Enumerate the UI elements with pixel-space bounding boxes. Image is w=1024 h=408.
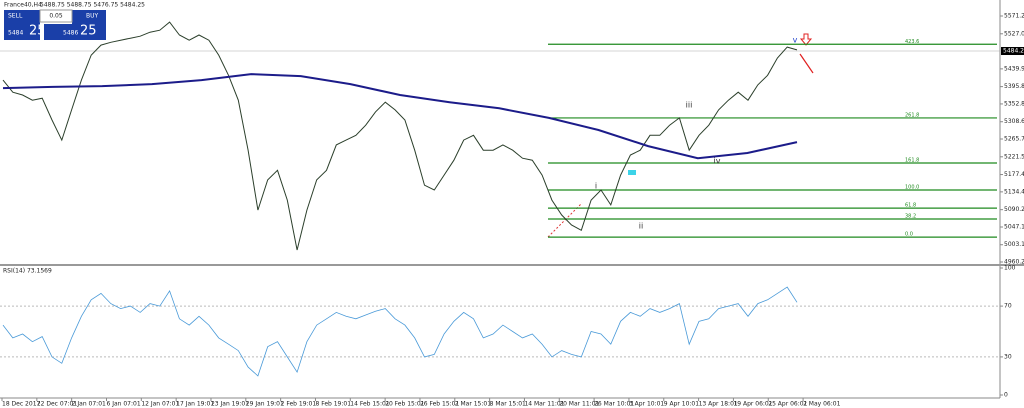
x-tick-label: 9 Apr 10:01 xyxy=(664,401,699,408)
sell-label: SELL xyxy=(8,13,23,20)
y-tick-label: 5177.40 xyxy=(1004,171,1024,178)
fib-level-label: 61.8 xyxy=(905,203,916,209)
fib-level-label: 100.0 xyxy=(905,185,919,191)
x-tick-label: 2 Feb 19:01 xyxy=(281,401,317,408)
down-arrow xyxy=(799,33,813,46)
x-tick-label: 20 Mar 11:01 xyxy=(559,401,599,408)
y-tick-label: 5221.50 xyxy=(1004,153,1024,160)
rsi-y-tick-label: 0 xyxy=(1004,392,1008,399)
fib-level-label: 0.0 xyxy=(905,232,913,238)
rsi-y-tick-label: 70 xyxy=(1004,303,1012,310)
rsi-y-tick-label: 30 xyxy=(1004,353,1012,360)
wave-label: ii xyxy=(639,222,643,231)
sell-button[interactable] xyxy=(4,10,40,40)
y-tick-label: 5308.60 xyxy=(1004,118,1024,125)
y-tick-label: 5395.80 xyxy=(1004,83,1024,90)
lot-box[interactable] xyxy=(39,9,73,23)
fib-level-label: 261.8 xyxy=(905,112,919,118)
x-tick-label: 14 Feb 15:01 xyxy=(350,401,390,408)
rsi-y-tick-label: 100 xyxy=(1004,265,1016,272)
x-tick-label: 13 Apr 18:01 xyxy=(699,401,738,408)
y-tick-label: 5003.10 xyxy=(1004,241,1024,248)
chart-title: France40,H4 xyxy=(4,2,42,9)
rsi-line xyxy=(2,286,798,377)
y-tick-label: 4960.20 xyxy=(1004,259,1024,266)
sell-price-big: 25 xyxy=(29,24,46,39)
buy-price-big: 25 xyxy=(80,24,97,39)
last-price-label: 5484.25 xyxy=(1003,48,1024,55)
y-tick-label: 5134.40 xyxy=(1004,188,1024,195)
red-trend-arrow xyxy=(799,53,814,74)
x-tick-label: 22 Dec 07:01 xyxy=(37,401,78,408)
y-tick-label: 5439.90 xyxy=(1004,65,1024,72)
ohlc-header: 5488.75 5488.75 5476.75 5484.25 xyxy=(40,2,145,9)
sell-price-small: 5484 xyxy=(8,30,23,37)
buy-price-box[interactable] xyxy=(44,24,72,40)
trade-panel: SELL BUY 0.05 5484 25 5486 25 xyxy=(4,9,106,40)
x-tick-label: 2 Jan 07:01 xyxy=(72,401,106,408)
x-tick-label: 25 Apr 06:01 xyxy=(768,401,807,408)
x-tick-label: 6 Jan 07:01 xyxy=(106,401,140,408)
wave-label: i xyxy=(595,182,597,191)
price-line xyxy=(2,21,798,251)
x-tick-label: 26 Feb 15:01 xyxy=(420,401,460,408)
x-tick-label: 18 Dec 2017 xyxy=(2,401,41,408)
x-tick-label: 19 Apr 06:01 xyxy=(733,401,772,408)
y-tick-label: 5090.20 xyxy=(1004,206,1024,213)
x-tick-label: 14 Mar 11:01 xyxy=(524,401,564,408)
lot-value: 0.05 xyxy=(49,13,63,20)
x-tick-label: 2 May 06:01 xyxy=(803,401,841,408)
y-tick-label: 5527.00 xyxy=(1004,30,1024,37)
x-tick-label: 8 Mar 15:01 xyxy=(490,401,526,408)
buy-label: BUY xyxy=(86,13,99,20)
buy-button[interactable] xyxy=(72,10,106,40)
moving-average xyxy=(2,73,798,160)
fib-level-label: 423.6 xyxy=(905,39,919,45)
y-tick-label: 5047.10 xyxy=(1004,224,1024,231)
rsi-title: RSI(14) 73.1569 xyxy=(3,268,52,275)
fib-level-label: 38.2 xyxy=(905,214,916,220)
x-tick-label: 29 Jan 19:01 xyxy=(246,401,284,408)
fib-level-label: 161.8 xyxy=(905,158,919,164)
y-tick-label: 5265.70 xyxy=(1004,136,1024,143)
x-tick-label: 8 Feb 19:01 xyxy=(315,401,351,408)
wave-label: iii xyxy=(686,101,693,110)
wave-label: v xyxy=(793,36,798,45)
y-tick-label: 5571.20 xyxy=(1004,13,1024,20)
x-tick-label: 26 Mar 10:01 xyxy=(594,401,634,408)
x-tick-label: 3 Apr 10:01 xyxy=(629,401,664,408)
y-tick-label: 5352.80 xyxy=(1004,100,1024,107)
x-tick-label: 23 Jan 19:01 xyxy=(211,401,249,408)
last-price-box xyxy=(1001,47,1024,56)
marker-box xyxy=(628,170,636,175)
x-tick-label: 12 Jan 07:01 xyxy=(141,401,179,408)
wave-label: iv xyxy=(714,157,721,166)
x-tick-label: 2 Mar 15:01 xyxy=(455,401,491,408)
buy-price-small: 5486 xyxy=(63,30,78,37)
x-tick-label: 17 Jan 19:01 xyxy=(176,401,214,408)
x-tick-label: 20 Feb 15:01 xyxy=(385,401,425,408)
